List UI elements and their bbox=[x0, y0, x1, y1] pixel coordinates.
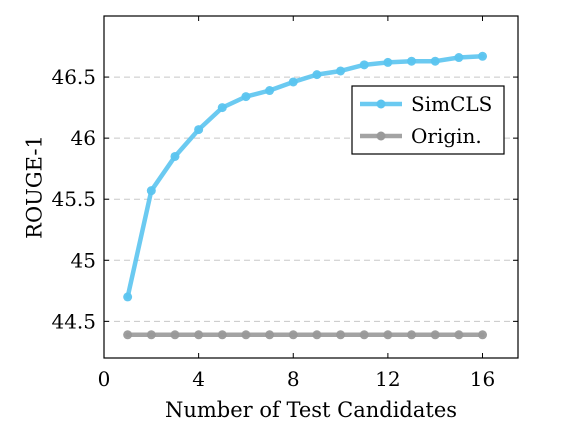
legend-label: Origin. bbox=[411, 124, 482, 148]
data-point bbox=[336, 330, 346, 340]
data-point bbox=[194, 330, 204, 340]
y-tick-label: 46.5 bbox=[51, 65, 96, 89]
data-point bbox=[194, 125, 204, 135]
y-tick-label: 45 bbox=[71, 248, 96, 272]
series-1 bbox=[123, 330, 488, 340]
data-point bbox=[359, 60, 369, 70]
data-point bbox=[241, 330, 251, 340]
series-line bbox=[125, 54, 485, 300]
data-point bbox=[312, 70, 322, 80]
data-point bbox=[123, 330, 133, 340]
data-point bbox=[407, 330, 417, 340]
data-point bbox=[170, 330, 180, 340]
data-point bbox=[265, 330, 275, 340]
data-point bbox=[123, 292, 133, 302]
data-point bbox=[478, 51, 488, 61]
data-point bbox=[454, 330, 464, 340]
data-point bbox=[336, 66, 346, 76]
legend-swatch-marker bbox=[376, 99, 386, 109]
data-point bbox=[288, 77, 298, 87]
data-point bbox=[430, 56, 440, 66]
x-axis-title: Number of Test Candidates bbox=[165, 398, 457, 422]
data-point bbox=[359, 330, 369, 340]
data-point bbox=[478, 330, 488, 340]
x-tick-label: 12 bbox=[375, 367, 400, 391]
data-point bbox=[454, 53, 464, 63]
x-tick-label: 4 bbox=[192, 367, 205, 391]
legend-entries: SimCLS Origin. bbox=[360, 92, 492, 148]
data-point bbox=[170, 151, 180, 161]
data-point bbox=[146, 330, 156, 340]
legend-entry-1: Origin. bbox=[360, 124, 482, 148]
series-layer bbox=[123, 51, 488, 340]
data-point bbox=[407, 56, 417, 66]
y-tick-label: 45.5 bbox=[51, 187, 96, 211]
x-tick-label: 0 bbox=[98, 367, 111, 391]
y-axis-title: ROUGE-1 bbox=[23, 135, 47, 239]
data-point bbox=[288, 330, 298, 340]
legend-entry-0: SimCLS bbox=[360, 92, 492, 116]
data-point bbox=[383, 330, 393, 340]
data-point bbox=[146, 186, 156, 196]
data-point bbox=[217, 330, 227, 340]
legend: SimCLS Origin. bbox=[351, 85, 505, 155]
plot-frame bbox=[103, 15, 519, 359]
axis-ticks: 0 4 8 12 16 44.5 45 45.5 46 46.5 bbox=[51, 16, 518, 391]
x-tick-label: 8 bbox=[287, 367, 300, 391]
y-tick-label: 46 bbox=[71, 126, 96, 150]
legend-swatch-marker bbox=[376, 131, 386, 141]
legend-label: SimCLS bbox=[411, 92, 492, 116]
legend-box bbox=[351, 85, 505, 155]
data-point bbox=[241, 92, 251, 102]
data-point bbox=[430, 330, 440, 340]
series-0 bbox=[123, 51, 488, 302]
y-tick-label: 44.5 bbox=[51, 309, 96, 333]
data-point bbox=[217, 103, 227, 113]
data-point bbox=[265, 86, 275, 96]
data-point bbox=[383, 57, 393, 67]
data-point bbox=[312, 330, 322, 340]
x-tick-label: 16 bbox=[470, 367, 495, 391]
